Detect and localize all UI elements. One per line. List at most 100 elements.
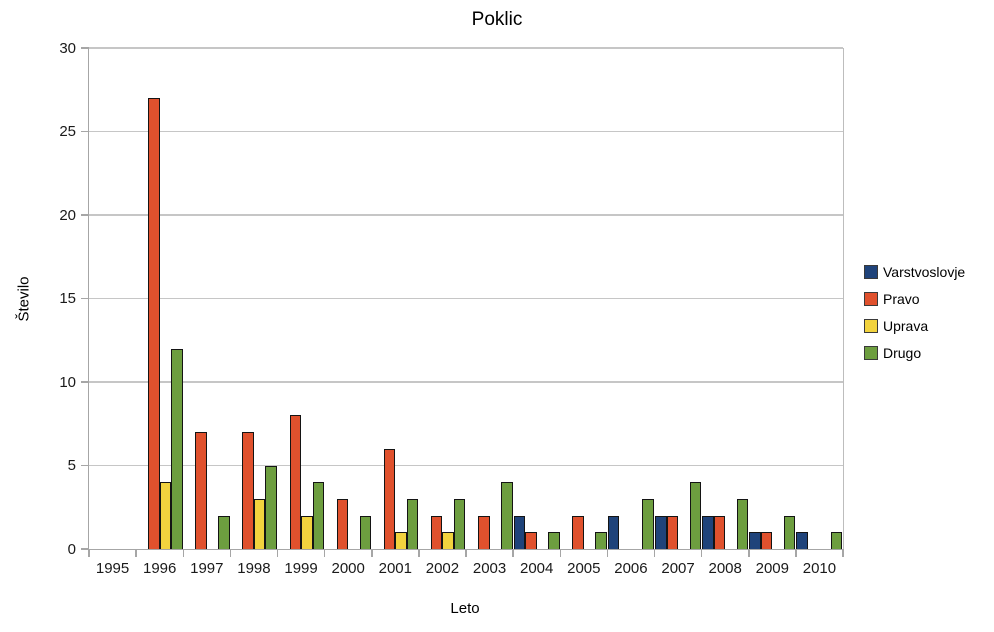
- bar-slot: [442, 48, 454, 549]
- y-tick-label: 25: [59, 123, 76, 140]
- bar-slot: [242, 48, 254, 549]
- plot-area: 0 5 10 15 20 25 30 1995 1996 1997 1998 1999 2000 2001…: [59, 41, 844, 577]
- bar-uprava-1998: [253, 498, 266, 549]
- x-axis-tick: [842, 549, 844, 557]
- x-tick-label-2007: 2007: [661, 560, 695, 577]
- bar-slot: [490, 48, 502, 549]
- x-axis-tick: [371, 549, 373, 557]
- x-axis-tick: [559, 549, 561, 557]
- bar-slot: [830, 48, 843, 549]
- bar-slot: [218, 48, 230, 549]
- bar-slot: [101, 48, 113, 549]
- bar-slot: [348, 48, 360, 549]
- bar-drugo-1999: [312, 482, 325, 549]
- bar-slot: [265, 48, 277, 549]
- legend-item-pravo: Pravo: [864, 291, 965, 307]
- x-tick-label-2003: 2003: [472, 560, 507, 577]
- bar-slot: [689, 48, 702, 549]
- bar-uprava-2001: [395, 532, 407, 549]
- bar-slot: [171, 48, 183, 549]
- x-axis-tick: [795, 549, 797, 557]
- bar-drugo-2003: [501, 482, 513, 549]
- bar-slot: [148, 48, 160, 549]
- bar-varstvoslovje-2010: [796, 532, 808, 549]
- y-axis-tick: [81, 548, 89, 550]
- bar-group-2005: [560, 48, 607, 549]
- x-tick-label-2001: 2001: [378, 560, 412, 577]
- bar-slot: [467, 48, 479, 549]
- x-axis-tick: [229, 549, 232, 557]
- x-axis-title: Leto: [450, 600, 480, 617]
- bar-slot: [607, 48, 620, 549]
- y-axis-tick: [81, 47, 89, 49]
- y-tick-label: 30: [59, 39, 76, 57]
- bar-slot: [595, 48, 607, 549]
- bar-slot: [478, 48, 490, 549]
- y-axis-tick: [81, 297, 89, 300]
- gridline-y-10: [89, 381, 843, 383]
- bar-slot: [572, 48, 584, 549]
- bar-slot: [736, 48, 749, 549]
- bar-slot: [383, 48, 396, 549]
- legend-item-uprava: Uprava: [864, 318, 965, 334]
- bar-slot: [453, 48, 466, 549]
- x-tick-label-2000: 2000: [331, 560, 365, 577]
- bar-slot: [395, 48, 407, 549]
- bar-slot: [713, 48, 726, 549]
- bar-slot: [561, 48, 573, 549]
- bar-slot: [289, 48, 302, 549]
- bar-pravo-2009: [760, 532, 773, 549]
- bar-slot: [90, 48, 102, 549]
- bar-slot: [819, 48, 831, 549]
- bar-varstvoslovje-2009: [749, 532, 761, 549]
- bar-slot: [666, 48, 679, 549]
- chart-title: Poklic: [471, 9, 523, 30]
- x-tick-label-2008: 2008: [708, 560, 742, 577]
- x-axis-tick: [88, 549, 90, 557]
- bar-group-2008: [702, 48, 749, 549]
- x-axis-tick: [182, 549, 184, 557]
- x-axis-tick: [323, 549, 326, 557]
- legend: Varstvoslovje Pravo Uprava Drugo: [864, 264, 965, 372]
- bar-slot: [359, 48, 372, 549]
- bar-slot: [184, 48, 196, 549]
- bar-slot: [796, 48, 808, 549]
- bar-uprava-1996: [159, 482, 172, 549]
- bar-drugo-2009: [783, 515, 796, 549]
- bar-slot: [253, 48, 266, 549]
- x-axis-tick: [512, 549, 514, 557]
- bar-uprava-1999: [301, 515, 313, 549]
- bar-slot: [548, 48, 560, 549]
- bar-pravo-2000: [336, 498, 349, 549]
- bar-uprava-2002: [442, 532, 454, 549]
- x-axis-tick: [276, 549, 279, 557]
- bar-slot: [312, 48, 325, 549]
- bar-pravo-1997: [195, 432, 207, 549]
- bar-drugo-1997: [218, 515, 230, 549]
- bar-slot: [537, 48, 549, 549]
- bar-group-2003: [466, 48, 513, 549]
- bar-slot: [372, 48, 384, 549]
- x-tick-label-2009: 2009: [755, 560, 789, 577]
- legend-swatch-icon: [864, 319, 878, 333]
- y-tick-label: 0: [67, 540, 76, 558]
- gridline-y-15: [89, 297, 843, 300]
- bar-group-2004: [513, 48, 560, 549]
- bar-group-2010: [796, 48, 843, 549]
- bar-drugo-2004: [548, 532, 560, 549]
- bar-slot: [749, 48, 761, 549]
- bar-slot: [336, 48, 349, 549]
- bar-varstvoslovje-2004: [513, 515, 526, 549]
- x-tick-label-1996: 1996: [143, 560, 177, 577]
- bar-slot: [513, 48, 526, 549]
- gridline-y-5: [89, 464, 843, 467]
- y-axis-tick: [81, 381, 89, 383]
- bar-slot: [207, 48, 219, 549]
- legend-label: Drugo: [883, 345, 922, 361]
- bar-group-2000: [325, 48, 372, 549]
- bar-group-1999: [278, 48, 325, 549]
- bar-slot: [783, 48, 796, 549]
- legend-label: Uprava: [883, 318, 929, 334]
- x-tick-label-2010: 2010: [802, 560, 837, 577]
